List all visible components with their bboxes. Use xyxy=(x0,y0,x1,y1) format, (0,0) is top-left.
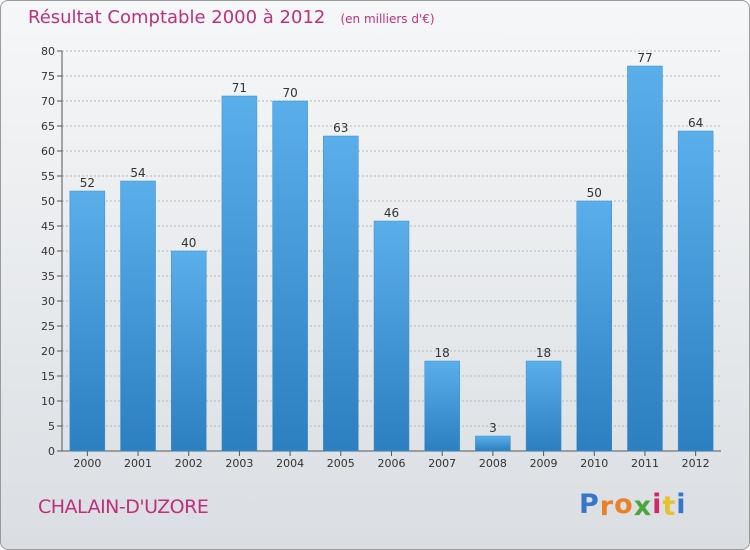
x-tick-label-2007: 2007 xyxy=(428,457,456,470)
bar-2002 xyxy=(170,250,207,452)
logo-letter: i xyxy=(652,489,663,520)
x-tick-label-2005: 2005 xyxy=(327,457,355,470)
x-tick-label-2012: 2012 xyxy=(682,457,710,470)
y-tick-label: 70 xyxy=(41,95,55,108)
data-label-2006: 46 xyxy=(384,206,399,220)
y-tick-label: 65 xyxy=(41,120,55,133)
logo-letter: r xyxy=(599,491,615,522)
x-tick-label-2002: 2002 xyxy=(175,457,203,470)
bar-2000 xyxy=(69,190,106,452)
chart-title: Résultat Comptable 2000 à 2012 (en milli… xyxy=(28,7,435,28)
y-tick-label: 40 xyxy=(41,245,55,258)
y-tick-label: 20 xyxy=(41,345,55,358)
data-label-2001: 54 xyxy=(130,166,145,180)
bars xyxy=(69,65,714,452)
x-tick-label-2004: 2004 xyxy=(276,457,304,470)
bar-2008 xyxy=(475,435,511,452)
axes: 0 5 10 15 20 25 30 35 40 45 50 55 60 65 70 75 80 2000 2001… xyxy=(41,45,721,470)
data-label-2009: 18 xyxy=(536,346,551,360)
x-tick-label-2001: 2001 xyxy=(124,457,152,470)
logo-letter: t xyxy=(662,491,677,522)
bar-2005 xyxy=(323,135,359,452)
logo-letter: P xyxy=(579,489,600,520)
data-labels: 52 54 40 71 70 63 46 18 3 18 50 77 64 xyxy=(80,51,704,435)
chart-title-main: Résultat Comptable 2000 à 2012 xyxy=(28,7,326,28)
proxiti-logo: Proxiti xyxy=(579,489,687,522)
y-tick-label: 35 xyxy=(41,270,55,283)
bar-2004 xyxy=(272,100,308,452)
data-label-2004: 70 xyxy=(282,86,297,100)
y-tick-label: 25 xyxy=(41,320,55,333)
data-label-2007: 18 xyxy=(435,346,450,360)
logo-letter: o xyxy=(614,489,634,520)
x-tick-label-2000: 2000 xyxy=(73,457,101,470)
bar-2003 xyxy=(221,95,258,452)
bar-2011 xyxy=(627,65,663,452)
data-label-2005: 63 xyxy=(333,121,348,135)
x-tick-label-2003: 2003 xyxy=(225,457,253,470)
bar-2012 xyxy=(677,130,714,452)
y-tick-label: 15 xyxy=(41,370,55,383)
y-tick-label: 60 xyxy=(41,145,55,158)
y-tick-label: 30 xyxy=(41,295,55,308)
bar-2001 xyxy=(120,180,156,452)
data-label-2003: 71 xyxy=(232,81,247,95)
y-tick-label: 50 xyxy=(41,195,55,208)
y-tick-label: 80 xyxy=(41,45,55,58)
data-label-2008: 3 xyxy=(489,421,497,435)
y-tick-label: 75 xyxy=(41,70,55,83)
data-label-2002: 40 xyxy=(181,236,196,250)
bar-2010 xyxy=(576,200,613,452)
x-tick-label-2008: 2008 xyxy=(479,457,507,470)
data-label-2010: 50 xyxy=(587,186,602,200)
x-tick-label-2010: 2010 xyxy=(580,457,608,470)
bar-2007 xyxy=(424,360,460,452)
data-label-2012: 64 xyxy=(688,116,703,130)
bar-2009 xyxy=(525,360,562,452)
logo-letter: x xyxy=(633,491,653,522)
bar-2006 xyxy=(373,220,410,452)
x-tick-label-2006: 2006 xyxy=(378,457,406,470)
y-tick-label: 55 xyxy=(41,170,55,183)
y-tick-label: 5 xyxy=(48,420,55,433)
y-tick-label: 45 xyxy=(41,220,55,233)
commune-name: CHALAIN-D'UZORE xyxy=(38,496,209,518)
y-tick-label: 10 xyxy=(41,395,55,408)
x-tick-label-2011: 2011 xyxy=(631,457,659,470)
chart-title-unit: (en milliers d'€) xyxy=(340,12,435,26)
x-tick-label-2009: 2009 xyxy=(530,457,558,470)
y-tick-label: 0 xyxy=(48,445,55,458)
logo-letter: i xyxy=(676,489,687,520)
data-label-2000: 52 xyxy=(80,176,95,190)
data-label-2011: 77 xyxy=(637,51,652,65)
